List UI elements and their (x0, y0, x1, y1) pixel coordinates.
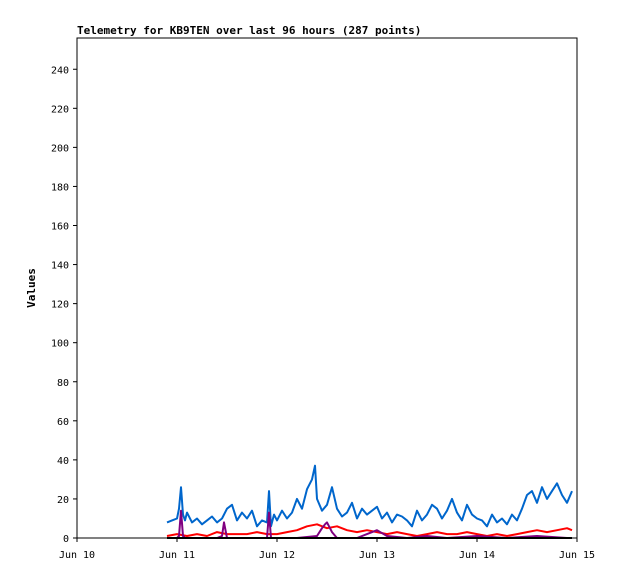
y-tick-label: 0 (63, 534, 69, 545)
y-tick-label: 120 (51, 300, 69, 311)
y-tick-label: 180 (51, 182, 69, 193)
y-tick-label: 140 (51, 261, 69, 272)
plot-area-frame (76, 37, 578, 539)
y-tick-label: 160 (51, 222, 69, 233)
y-tick-label: 40 (57, 456, 69, 467)
y-tick-label: 100 (51, 339, 69, 350)
y-axis-label: Values (25, 268, 38, 308)
y-tick-label: 240 (51, 65, 69, 76)
series-line (166, 523, 573, 537)
x-axis: Jun 10 Jun 11 Jun 12 Jun 13 Jun 14 Jun 15 (59, 538, 595, 561)
x-tick-label: Jun 13 (359, 550, 395, 561)
y-tick-label: 20 (57, 495, 69, 506)
x-tick-label: Jun 14 (459, 550, 495, 561)
y-tick-label: 220 (51, 104, 69, 115)
y-tick-label: 80 (57, 378, 69, 389)
y-tick-label: 200 (51, 143, 69, 154)
x-tick-label: Jun 11 (159, 550, 195, 561)
series-layer (166, 464, 573, 539)
x-tick-label: Jun 15 (559, 550, 595, 561)
y-tick-label: 60 (57, 417, 69, 428)
series-line (166, 464, 573, 528)
y-axis: 0 20 40 60 80 100 120 140 160 180 200 220 240 (51, 65, 77, 545)
x-tick-label: Jun 10 (59, 550, 95, 561)
chart-title: Telemetry for KB9TEN over last 96 hours … (77, 24, 421, 37)
x-tick-label: Jun 12 (259, 550, 295, 561)
